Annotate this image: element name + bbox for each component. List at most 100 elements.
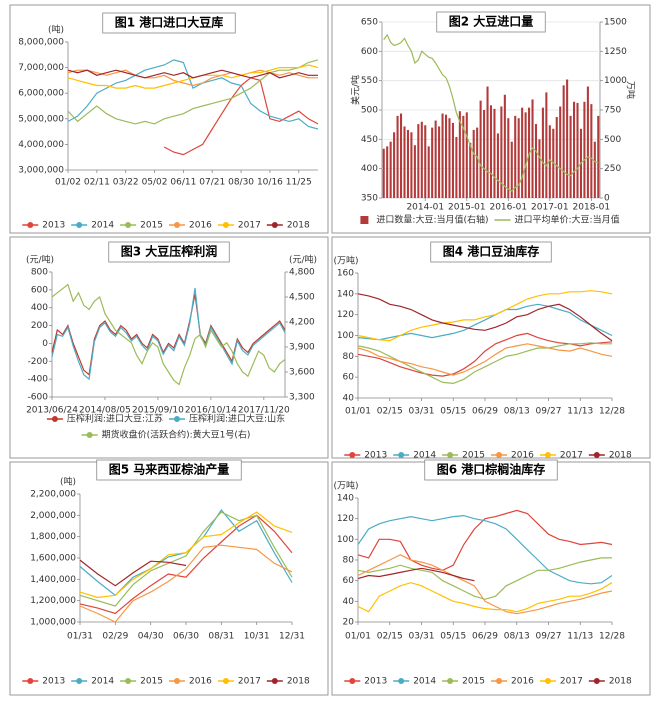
legend-item: 2013 [344,451,387,461]
x-tick-label: 08/30 [228,178,254,188]
legend-marker [349,678,356,684]
y2-tick-label: 3,300 [289,393,315,403]
bar [451,122,454,198]
legend-item: 2014 [393,677,436,687]
y-tick-label: 100 [337,535,354,545]
y-tick-label: 40 [343,597,355,607]
title-box [96,459,242,481]
y2-tick-label: 4,800 [289,268,315,278]
panel [9,4,329,234]
bar [410,132,413,198]
y-axis-unit: (万吨) [333,255,358,267]
bar [462,115,465,198]
bar [424,125,427,198]
legend-swatch [360,216,369,224]
bar [528,107,531,198]
chart-title: 图5 马来西亚棕油产量 [109,462,230,477]
x-tick-label: 11/13 [567,407,593,417]
y2-tick-label: 250 [604,164,621,174]
bar [413,145,416,198]
bar [472,129,475,198]
y-tick-label: 140 [337,494,354,504]
y-tick-label: 400 [31,303,48,313]
series-line [383,33,599,192]
chart-title: 图4 港口豆油库存 [443,244,540,259]
legend-label: 2018 [287,677,310,687]
bar [427,146,430,198]
x-tick-label: 2016-01 [489,203,527,213]
legend-label: 2015 [462,677,485,687]
y-tick-label: 2,000,000 [30,511,76,521]
legend-item: 2013 [22,221,65,231]
bar [469,142,472,198]
y-tick-label: 1,400,000 [30,575,76,585]
chart-title: 图6 港口棕榈油库存 [437,462,546,477]
legend-label: 2017 [238,221,261,231]
x-tick-label: 2014/08/05 [79,406,131,416]
chart-title: 图1 港口进口大豆库 [115,15,224,30]
x-tick-label: 03/31 [409,407,435,417]
legend-item: 2014 [71,677,114,687]
x-tick-label: 06/29 [472,632,498,642]
legend-item: 2014 [71,221,114,231]
y-tick-label: 200 [31,321,48,331]
bar [510,141,513,198]
legend-marker [174,416,180,422]
bar [483,110,486,198]
bar [496,133,499,198]
y-tick-label: 60 [343,373,355,383]
legend-label: 2017 [238,677,261,687]
y-tick-label: -600 [28,393,49,403]
x-tick-label: 05/15 [440,632,466,642]
legend-item: 2016 [169,677,212,687]
legend-item: 进口数量:大豆:当月值(右轴) [360,214,489,226]
legend-item: 2017 [217,677,261,687]
bar [521,107,524,198]
x-tick-label: 2013/06/24 [26,406,78,416]
y-tick-label: 450 [361,135,378,145]
y-tick-label: 2,200,000 [30,490,76,500]
bar [514,115,517,198]
y-tick-label: 3,000,000 [18,166,64,176]
bar [489,105,493,198]
legend-label: 压榨利润:进口大豆:江苏 [67,413,163,425]
bar [393,132,396,198]
x-tick-label: 12/31 [279,632,305,642]
y-tick-label: 650 [361,18,378,28]
legend-item: 2015 [442,677,485,687]
legend-label: 2016 [511,451,534,461]
x-tick-label: 01/01 [345,407,371,417]
bar [448,118,451,198]
bar [396,115,399,198]
y2-tick-label: 500 [604,135,621,145]
y-axis-unit: (吨) [48,24,64,36]
bar [420,121,423,198]
x-tick-label: 2017/11/20 [238,406,290,416]
y-tick-label: 1,200,000 [30,596,76,606]
bar [386,146,389,198]
legend-item: 2018 [588,451,632,461]
y2-tick-label: 3,600 [289,368,315,378]
legend-label: 2014 [91,221,114,231]
x-tick-label: 2017-01 [531,203,569,213]
y-tick-label: 6,000,000 [18,89,64,99]
legend-item: 进口平均单价:大豆:当月值 [494,214,620,226]
y-tick-label: 8,000,000 [18,38,64,48]
bar [476,127,479,198]
x-tick-label: 01/31 [67,632,93,642]
legend-label: 2013 [364,677,387,687]
bar [382,148,385,198]
bar [403,126,406,198]
series-line [357,509,613,571]
title-box [102,12,236,34]
legend-item: 2015 [120,221,163,231]
y-tick-label: 100 [337,331,354,341]
y-tick-label: 4,000,000 [18,140,64,150]
series-line [51,288,286,381]
bar [479,100,482,198]
legend-marker [496,678,502,684]
bar [583,101,586,198]
x-tick-label: 2014-01 [406,203,444,213]
legend-marker [271,222,278,228]
